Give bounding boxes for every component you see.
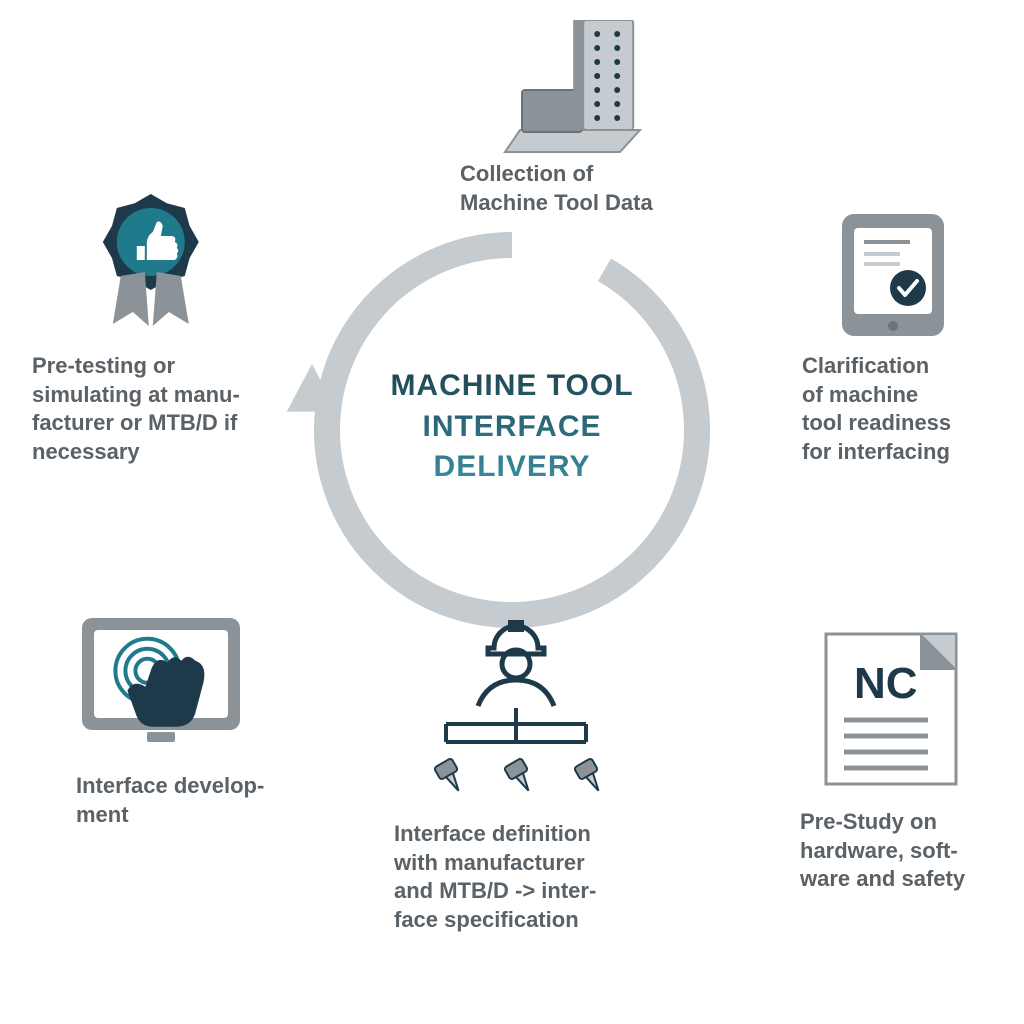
nc-document-icon: NC [816, 620, 966, 790]
node-clarification-label: Clarificationof machinetool readinessfor… [802, 352, 1024, 466]
server-building-icon [500, 20, 660, 160]
diagram-container: MACHINE TOOL INTERFACE DELIVERY Collecti… [0, 0, 1024, 1024]
title-line-1: MACHINE TOOL [362, 366, 662, 407]
title-line-2: INTERFACE [362, 407, 662, 448]
touch-screen-icon [76, 612, 246, 752]
node-collection-label: Collection ofMachine Tool Data [460, 160, 720, 217]
tablet-check-icon [838, 210, 948, 340]
center-title: MACHINE TOOL INTERFACE DELIVERY [362, 366, 662, 488]
title-line-3: DELIVERY [362, 447, 662, 488]
node-prestudy-label: Pre-Study onhardware, soft-ware and safe… [800, 808, 1024, 894]
node-interface-dev-label: Interface develop-ment [76, 772, 326, 829]
svg-text:NC: NC [854, 659, 918, 708]
node-interface-def-label: Interface definitionwith manufacturerand… [394, 820, 664, 934]
engineer-tools-icon [386, 612, 646, 802]
node-pretesting-label: Pre-testing orsimulating at manu-facture… [32, 352, 312, 466]
thumb-ribbon-icon [92, 188, 232, 338]
node-pretesting: Pre-testing orsimulating at manu-facture… [0, 0, 140, 150]
